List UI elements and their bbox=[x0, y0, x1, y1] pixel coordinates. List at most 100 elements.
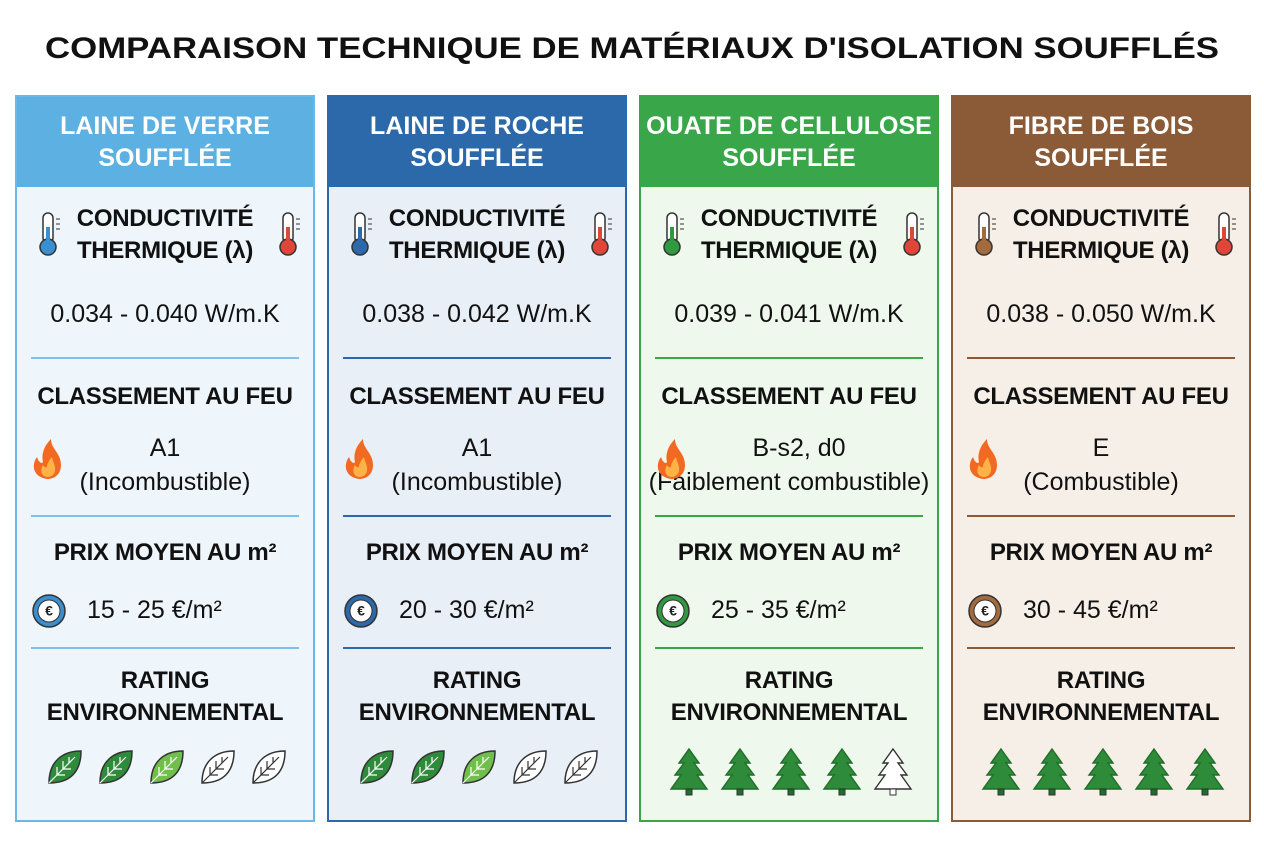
header-line: LAINE DE VERRE bbox=[60, 112, 270, 140]
conductivity-value: 0.038 - 0.042 W/m.K bbox=[362, 300, 592, 328]
conductivity-value: 0.039 - 0.041 W/m.K bbox=[674, 300, 904, 328]
rating-icon-graphic bbox=[1083, 747, 1123, 796]
thermometer-icon-graphic bbox=[903, 212, 924, 256]
fire-label: CLASSEMENT AU FEU bbox=[661, 383, 917, 410]
euro-icon-graphic: € bbox=[344, 594, 378, 628]
thermometer-icon-graphic bbox=[39, 212, 60, 256]
rating-icon bbox=[510, 747, 550, 797]
rating-icon bbox=[669, 747, 709, 797]
euro-icon: € bbox=[967, 593, 1003, 629]
title-area: COMPARAISON TECHNIQUE DE MATÉRIAUX D'ISO… bbox=[45, 31, 1219, 65]
divider bbox=[31, 515, 299, 517]
euro-icon: € bbox=[343, 593, 379, 629]
rating-label: ENVIRONNEMENTAL bbox=[982, 699, 1220, 726]
column-header: LAINE DE ROCHE SOUFFLÉE bbox=[329, 97, 625, 187]
rating-icon bbox=[45, 747, 85, 797]
thermometer-icon bbox=[275, 211, 303, 257]
header-line: SOUFFLÉE bbox=[98, 144, 232, 172]
price-label: PRIX MOYEN AU m² bbox=[677, 539, 901, 566]
price-value: 30 - 45 €/m² bbox=[1023, 596, 1158, 624]
rating-icon bbox=[249, 747, 289, 797]
rating-icon-graphic bbox=[1185, 747, 1225, 796]
fire-class: A1 bbox=[461, 434, 493, 462]
rating-label: ENVIRONNEMENTAL bbox=[46, 699, 284, 726]
divider bbox=[967, 647, 1235, 649]
divider bbox=[655, 515, 923, 517]
rating-icon bbox=[822, 747, 862, 797]
rating-label: RATING bbox=[432, 667, 522, 694]
divider bbox=[967, 515, 1235, 517]
rating-icon-graphic bbox=[411, 750, 445, 784]
price-value: 15 - 25 €/m² bbox=[87, 596, 222, 624]
fire-description: (Incombustible) bbox=[391, 468, 563, 496]
header-line: FIBRE DE BOIS bbox=[1008, 112, 1194, 140]
price-label: PRIX MOYEN AU m² bbox=[365, 539, 589, 566]
euro-icon: € bbox=[655, 593, 691, 629]
thermometer-icon-graphic bbox=[975, 212, 996, 256]
rating-icon bbox=[198, 747, 238, 797]
rating-icon-graphic bbox=[720, 747, 760, 796]
rating-icon bbox=[459, 747, 499, 797]
rating-icon-graphic bbox=[99, 750, 133, 784]
fire-class: E bbox=[1092, 434, 1110, 462]
conductivity-label: CONDUCTIVITÉ bbox=[1012, 205, 1190, 232]
conductivity-label: CONDUCTIVITÉ bbox=[388, 205, 566, 232]
fire-class: A1 bbox=[149, 434, 181, 462]
flame-icon bbox=[339, 437, 379, 481]
svg-text:€: € bbox=[669, 603, 677, 619]
rating-label: RATING bbox=[1056, 667, 1146, 694]
fire-label: CLASSEMENT AU FEU bbox=[37, 383, 293, 410]
flame-icon bbox=[651, 437, 691, 481]
rating-icon-graphic bbox=[564, 750, 598, 784]
conductivity-label: THERMIQUE (λ) bbox=[1012, 237, 1190, 264]
euro-icon-graphic: € bbox=[968, 594, 1002, 628]
rating-icon-graphic bbox=[771, 747, 811, 796]
flame-icon-graphic bbox=[345, 439, 373, 479]
svg-text:€: € bbox=[45, 603, 53, 619]
thermometer-icon-graphic bbox=[663, 212, 684, 256]
rating-label: ENVIRONNEMENTAL bbox=[670, 699, 908, 726]
flame-icon-graphic bbox=[33, 439, 61, 479]
thermometer-icon bbox=[971, 211, 999, 257]
thermometer-icon bbox=[35, 211, 63, 257]
price-label: PRIX MOYEN AU m² bbox=[989, 539, 1213, 566]
euro-icon-graphic: € bbox=[32, 594, 66, 628]
rating-icon bbox=[1032, 747, 1072, 797]
conductivity-value: 0.034 - 0.040 W/m.K bbox=[50, 300, 280, 328]
material-column: OUATE DE CELLULOSE SOUFFLÉE CONDUCTIVITÉ TH… bbox=[639, 95, 939, 822]
divider bbox=[31, 647, 299, 649]
rating-label: RATING bbox=[120, 667, 210, 694]
rating-icon bbox=[1134, 747, 1174, 797]
rating-icon-graphic bbox=[360, 750, 394, 784]
price-value: 20 - 30 €/m² bbox=[399, 596, 534, 624]
rating-icon-graphic bbox=[150, 750, 184, 784]
material-column: LAINE DE VERRE SOUFFLÉE CONDUCTIVITÉ THERMI… bbox=[15, 95, 315, 822]
material-column: LAINE DE ROCHE SOUFFLÉE CONDUCTIVITÉ THERMI… bbox=[327, 95, 627, 822]
thermometer-icon-graphic bbox=[591, 212, 612, 256]
price-label: PRIX MOYEN AU m² bbox=[53, 539, 277, 566]
header-line: OUATE DE CELLULOSE bbox=[646, 112, 932, 140]
price-value: 25 - 35 €/m² bbox=[711, 596, 846, 624]
rating-icon bbox=[771, 747, 811, 797]
header-line: LAINE DE ROCHE bbox=[370, 112, 584, 140]
thermometer-icon bbox=[587, 211, 615, 257]
thermometer-icon bbox=[899, 211, 927, 257]
rating-icon bbox=[408, 747, 448, 797]
rating-icon bbox=[981, 747, 1021, 797]
header-line: SOUFFLÉE bbox=[722, 144, 856, 172]
flame-icon-graphic bbox=[657, 439, 685, 479]
divider bbox=[967, 357, 1235, 359]
thermometer-icon-graphic bbox=[351, 212, 372, 256]
rating-icon bbox=[561, 747, 601, 797]
euro-icon: € bbox=[31, 593, 67, 629]
rating-icon-graphic bbox=[822, 747, 862, 796]
header-line: SOUFFLÉE bbox=[410, 144, 544, 172]
thermometer-icon-graphic bbox=[1215, 212, 1236, 256]
rating-icon bbox=[357, 747, 397, 797]
thermometer-icon bbox=[1211, 211, 1239, 257]
rating-icon-graphic bbox=[48, 750, 82, 784]
fire-description: (Combustible) bbox=[1023, 468, 1179, 496]
euro-icon-graphic: € bbox=[656, 594, 690, 628]
rating-icon bbox=[1185, 747, 1225, 797]
